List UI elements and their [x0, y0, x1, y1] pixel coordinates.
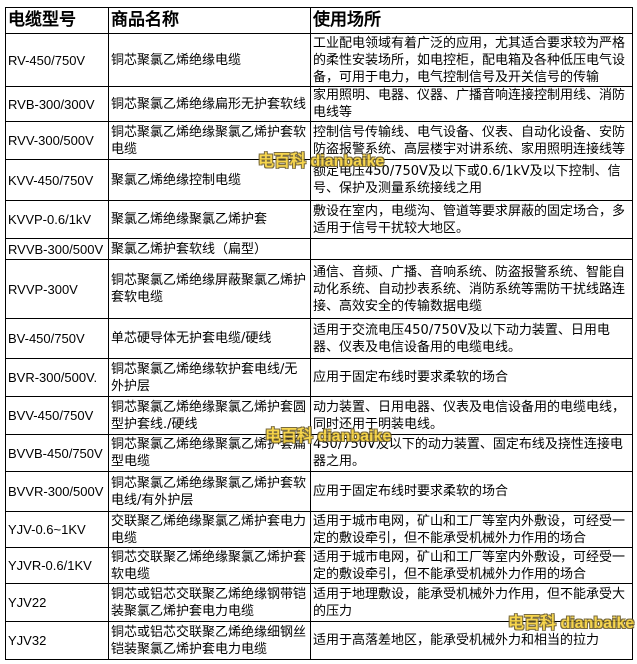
model-cell: BVR-300/500V. [5, 358, 109, 397]
table-row: KVV-450/750V 聚氯乙烯绝缘控制电缆 额定电压450/750V及以下或0.… [5, 159, 633, 201]
table-row: RVB-300/300V 铜芯聚氯乙烯绝缘扁形无护套软线 家用照明、电器、仪器、广播… [5, 86, 633, 122]
name-cell: 铜芯聚氯乙烯绝缘软护套电线/无外护层 [108, 358, 311, 397]
use-cell [310, 238, 633, 260]
model-cell: RVV-300/500V [5, 121, 109, 160]
name-cell: 铜芯聚氯乙烯绝缘扁形无护套软线 [108, 86, 311, 122]
table-row: RVV-300/500V 铜芯聚氯乙烯绝缘聚氯乙烯护套软电缆 控制信号传输线、电气设… [5, 121, 633, 160]
use-cell: 适用于地理敷设，能承受机械外力作用，但不能承受大的压力 [310, 583, 633, 622]
model-cell: KVV-450/750V [5, 159, 109, 201]
name-cell: 铜芯聚氯乙烯绝缘聚氯乙烯护套软电缆 [108, 121, 311, 160]
model-cell: KVVP-0.6/1kV [5, 200, 109, 239]
model-cell: RV-450/750V [5, 33, 109, 87]
header-model: 电缆型号 [5, 7, 109, 34]
table-row: YJV-0.6~1KV 交联聚乙烯绝缘聚氯乙烯护套电力电缆 适用于城市电网，矿山和工… [5, 511, 633, 548]
use-cell: 通信、音频、广播、音响系统、防盗报警系统、智能自动化系统、自动抄表系统、消防系统… [310, 259, 633, 319]
table-row: BV-450/750V 单芯硬导体无护套电缆/硬线 适用于交流电压450/750V及… [5, 318, 633, 359]
use-cell: 应用于固定布线时要求柔软的场合 [310, 358, 633, 397]
name-cell: 铜芯聚氯乙烯绝缘聚氯乙烯护套圆型护套线./硬线 [108, 396, 311, 435]
name-cell: 聚氯乙烯绝缘聚氯乙烯护套 [108, 200, 311, 239]
use-cell: 家用照明、电器、仪器、广播音响连接控制用线、消防电线等 [310, 86, 633, 122]
use-cell: 450/750V及以下的动力装置、固定布线及挠性连接电器之用。 [310, 434, 633, 472]
header-name: 商品名称 [108, 7, 311, 34]
table-row: RV-450/750V 铜芯聚氯乙烯绝缘电缆 工业配电领域有着广泛的应用，尤其适合要… [5, 33, 633, 87]
cable-table: 电缆型号 商品名称 使用场所 RV-450/750V 铜芯聚氯乙烯绝缘电缆 工业配电… [5, 7, 633, 660]
use-cell: 额定电压450/750V及以下或0.6/1kV及以下控制、信号、保护及测量系统接… [310, 159, 633, 201]
table-row: YJVR-0.6/1KV 铜芯交联聚乙烯绝缘聚氯乙烯护套软电缆 适用于城市电网，矿山… [5, 547, 633, 584]
use-cell: 适用于城市电网，矿山和工厂等室内外敷设，可经受一定的敷设牵引，但不能承受机械外力… [310, 511, 633, 548]
model-cell: YJV32 [5, 621, 109, 660]
model-cell: BVVB-450/750V [5, 434, 109, 472]
model-cell: YJV22 [5, 583, 109, 622]
model-cell: BVV-450/750V [5, 396, 109, 435]
table-row: BVV-450/750V 铜芯聚氯乙烯绝缘聚氯乙烯护套圆型护套线./硬线 动力装置、… [5, 396, 633, 435]
name-cell: 聚氯乙烯绝缘控制电缆 [108, 159, 311, 201]
model-cell: BVVR-300/500V [5, 471, 109, 512]
name-cell: 铜芯或铝芯交联聚乙烯绝缘钢带铠装聚氯乙烯护套电力电缆 [108, 583, 311, 622]
name-cell: 铜芯交联聚乙烯绝缘聚氯乙烯护套软电缆 [108, 547, 311, 584]
name-cell: 铜芯聚氯乙烯绝缘聚氯乙烯护套扁型电缆 [108, 434, 311, 472]
name-cell: 铜芯聚氯乙烯绝缘屏蔽聚氯乙烯护套软电缆 [108, 259, 311, 319]
model-cell: RVVP-300V [5, 259, 109, 319]
name-cell: 铜芯或铝芯交联聚乙烯绝缘细钢丝铠装聚氯乙烯护套电力电缆 [108, 621, 311, 660]
table-row: BVVR-300/500V 铜芯聚氯乙烯绝缘聚氯乙烯护套软电线/有外护层 应用于固定… [5, 471, 633, 512]
table-row: RVVP-300V 铜芯聚氯乙烯绝缘屏蔽聚氯乙烯护套软电缆 通信、音频、广播、音响系… [5, 259, 633, 319]
header-row: 电缆型号 商品名称 使用场所 [5, 7, 633, 34]
use-cell: 应用于固定布线时要求柔软的场合 [310, 471, 633, 512]
name-cell: 铜芯聚氯乙烯绝缘聚氯乙烯护套软电线/有外护层 [108, 471, 311, 512]
table-row: BVR-300/500V. 铜芯聚氯乙烯绝缘软护套电线/无外护层 应用于固定布线时要… [5, 358, 633, 397]
use-cell: 适用于交流电压450/750V及以下动力装置、日用电器、仪表及电信设备用的电缆电… [310, 318, 633, 359]
model-cell: RVB-300/300V [5, 86, 109, 122]
model-cell: YJV-0.6~1KV [5, 511, 109, 548]
name-cell: 铜芯聚氯乙烯绝缘电缆 [108, 33, 311, 87]
use-cell: 敷设在室内，电缆沟、管道等要求屏蔽的固定场合，多适用于信号干扰较大地区。 [310, 200, 633, 239]
model-cell: BV-450/750V [5, 318, 109, 359]
use-cell: 动力装置、日用电器、仪表及电信设备用的电缆电线，同时还用于明装电线。 [310, 396, 633, 435]
model-cell: YJVR-0.6/1KV [5, 547, 109, 584]
use-cell: 适用于城市电网，矿山和工厂等室内外敷设，可经受一定的敷设牵引，但不能承受机械外力… [310, 547, 633, 584]
name-cell: 交联聚乙烯绝缘聚氯乙烯护套电力电缆 [108, 511, 311, 548]
name-cell: 聚氯乙烯护套软线（扁型） [108, 238, 311, 260]
model-cell: RVVB-300/500V [5, 238, 109, 260]
table-row: BVVB-450/750V 铜芯聚氯乙烯绝缘聚氯乙烯护套扁型电缆 450/750V及… [5, 434, 633, 472]
use-cell: 适用于高落差地区，能承受机械外力和相当的拉力 [310, 621, 633, 660]
use-cell: 控制信号传输线、电气设备、仪表、自动化设备、安防防盗报警系统、高层楼宇对讲系统、… [310, 121, 633, 160]
header-use: 使用场所 [310, 7, 633, 34]
table-row: YJV32 铜芯或铝芯交联聚乙烯绝缘细钢丝铠装聚氯乙烯护套电力电缆 适用于高落差地区… [5, 621, 633, 660]
table-row: KVVP-0.6/1kV 聚氯乙烯绝缘聚氯乙烯护套 敷设在室内，电缆沟、管道等要求屏… [5, 200, 633, 239]
name-cell: 单芯硬导体无护套电缆/硬线 [108, 318, 311, 359]
table-row: RVVB-300/500V 聚氯乙烯护套软线（扁型） [5, 238, 633, 260]
use-cell: 工业配电领域有着广泛的应用，尤其适合要求较为严格的柔性安装场所，如电控柜，配电箱… [310, 33, 633, 87]
table-row: YJV22 铜芯或铝芯交联聚乙烯绝缘钢带铠装聚氯乙烯护套电力电缆 适用于地理敷设，能… [5, 583, 633, 622]
